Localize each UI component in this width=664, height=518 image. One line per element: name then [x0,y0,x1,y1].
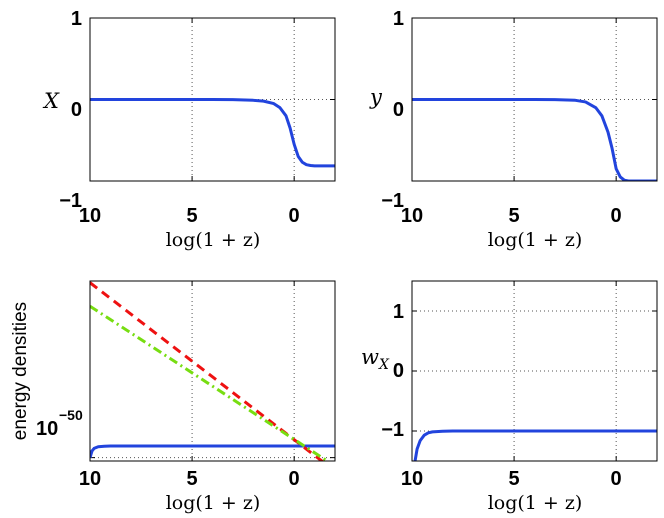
panel-wx-ylabel-sub: X [378,357,390,373]
panel-wx-series-0 [413,429,657,461]
panel-energy-ytick-exponent: −50 [59,407,83,423]
panel-energy-ytick-10e-50: 10 −50 [36,407,83,440]
panel-energy-ylabel: energy densities [10,302,31,440]
panel-wx-ylabel: wX [361,345,390,373]
panel-wx-xtick-5: 5 [508,468,519,490]
panel-y-xlabel: log(1 + z) [488,229,583,251]
panel-y: 1 0 −1 10 5 0 log(1 + z) y [369,8,658,251]
panel-x-xtick-10: 10 [79,205,101,227]
panel-wx-ylabel-main: w [361,345,379,369]
panel-wx-xtick-0: 0 [610,468,621,490]
panel-y-ylabel: y [369,85,383,109]
panel-energy-xlabel: log(1 + z) [166,492,261,514]
panel-energy-xtick-10: 10 [79,468,101,490]
panel-energy-marks [89,281,335,461]
panel-y-ytick-1: 1 [393,8,404,30]
panel-energy-ytick-base: 10 [36,418,58,440]
panel-energy-series-0 [90,444,335,459]
panel-wx-axes-frame [411,280,658,462]
panel-y-marks [411,17,657,182]
panel-x-xtick-0: 0 [288,205,299,227]
panel-y-ytick-neg1: −1 [381,190,404,212]
panel-y-xtick-0: 0 [610,205,621,227]
panel-y-series-0 [412,98,657,181]
panel-x-ytick-0: 0 [71,99,82,121]
panel-energy: 10 −50 10 5 0 log(1 + z) energy densitie… [10,280,336,514]
panel-energy-series-1 [90,281,325,461]
panel-energy-axes-frame [89,280,336,462]
panel-wx-ytick-neg1: −1 [381,419,404,441]
panel-x-ylabel: X [42,89,60,113]
panel-wx-ytick-1: 1 [393,301,404,323]
panel-energy-series-2 [90,304,331,461]
panel-y-xtick-10: 10 [401,205,423,227]
panel-wx-marks [411,281,657,461]
panel-energy-xtick-0: 0 [288,468,299,490]
panel-wx-xlabel: log(1 + z) [488,492,583,514]
panel-wx-ylabel-text: wX [361,345,390,373]
panel-y-xtick-5: 5 [508,205,519,227]
panel-wx: 1 0 −1 10 5 0 log(1 + z) wX [361,280,658,514]
panel-energy-xtick-5: 5 [186,468,197,490]
panel-x-series-0 [90,98,335,168]
panel-wx-ytick-0: 0 [393,360,404,382]
panel-x-xtick-5: 5 [186,205,197,227]
panel-y-ytick-0: 0 [393,99,404,121]
panel-y-axes-frame [411,17,658,182]
panel-x: 1 0 −1 10 5 0 log(1 + z) X [42,8,336,251]
panel-x-ytick-neg1: −1 [59,190,82,212]
panel-x-axes-frame [89,17,336,182]
panel-wx-xtick-10: 10 [401,468,423,490]
panel-x-marks [89,17,335,182]
panel-x-xlabel: log(1 + z) [166,229,261,251]
panel-x-ytick-1: 1 [71,8,82,30]
